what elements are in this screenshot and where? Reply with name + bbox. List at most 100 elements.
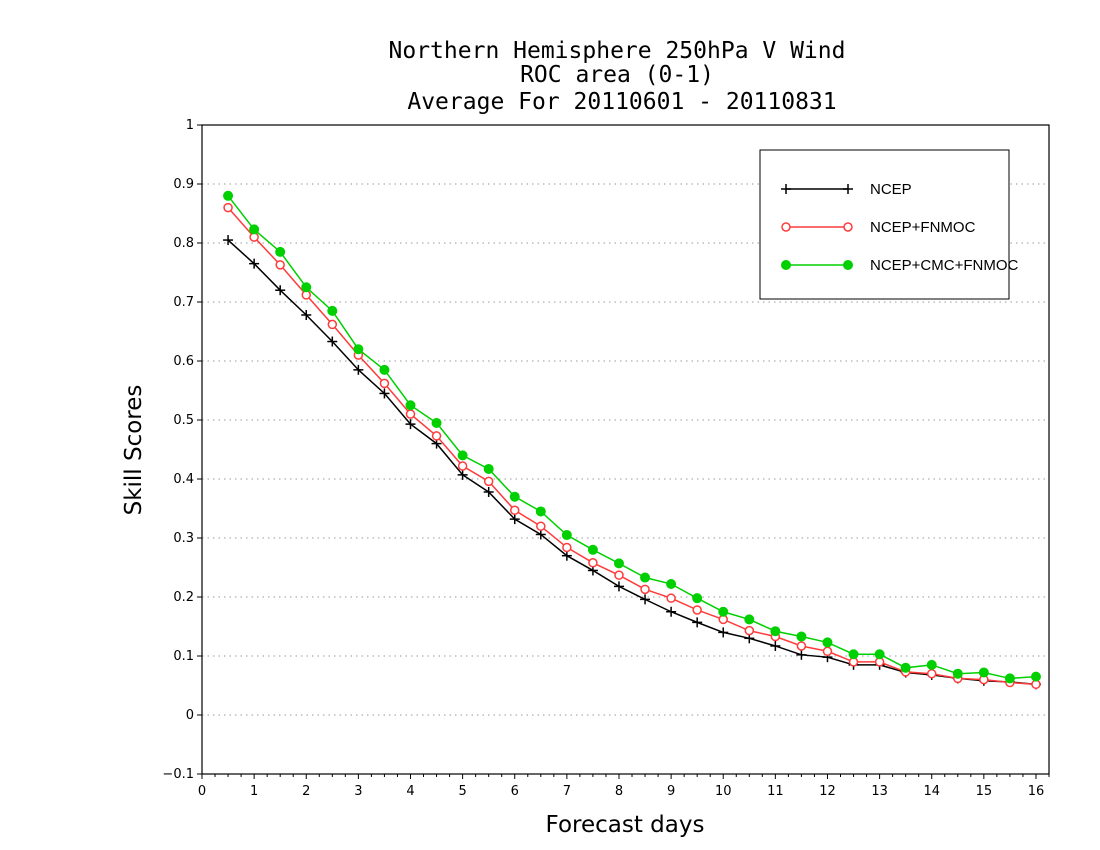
data-point-ncep bbox=[692, 617, 703, 628]
data-point-ncep-cmc-fnmoc bbox=[561, 530, 572, 541]
data-point-ncep-cmc-fnmoc bbox=[952, 668, 963, 679]
legend-item-ncep-cmc-fnmoc: NCEP+CMC+FNMOC bbox=[781, 257, 1019, 274]
data-point-ncep-cmc-fnmoc bbox=[431, 417, 442, 428]
x-tick-label: 15 bbox=[976, 784, 993, 799]
y-axis-label: Skill Scores bbox=[121, 385, 147, 516]
data-point-ncep-fnmoc bbox=[379, 378, 390, 389]
series-ncep-fnmoc bbox=[223, 202, 1041, 690]
data-point-ncep-fnmoc bbox=[431, 431, 442, 441]
data-point-ncep bbox=[457, 469, 468, 480]
data-point-ncep-cmc-fnmoc bbox=[640, 572, 651, 583]
data-point-ncep bbox=[561, 550, 572, 561]
data-point-ncep-fnmoc bbox=[640, 584, 650, 595]
data-point-ncep-fnmoc bbox=[483, 476, 494, 487]
data-point-ncep-fnmoc bbox=[926, 668, 937, 679]
legend-label: NCEP+CMC+FNMOC bbox=[870, 257, 1019, 274]
legend-marker-end bbox=[843, 184, 853, 194]
x-tick-label: 5 bbox=[458, 784, 466, 799]
data-point-ncep bbox=[640, 594, 651, 605]
data-point-ncep bbox=[379, 388, 390, 399]
y-tick-label: 0.6 bbox=[173, 354, 194, 369]
data-point-ncep-cmc-fnmoc bbox=[379, 364, 390, 375]
x-axis-label: Forecast days bbox=[546, 812, 705, 838]
data-point-ncep-cmc-fnmoc bbox=[692, 593, 703, 604]
legend-marker-start bbox=[781, 184, 791, 194]
legend-marker-end bbox=[843, 260, 853, 270]
chart-title-line-1: Northern Hemisphere 250hPa V Wind bbox=[389, 38, 846, 64]
data-point-ncep-cmc-fnmoc bbox=[1030, 671, 1041, 682]
x-tick-label: 4 bbox=[406, 784, 414, 799]
data-point-ncep-cmc-fnmoc bbox=[405, 400, 416, 411]
data-point-ncep-cmc-fnmoc bbox=[613, 558, 624, 569]
legend-item-ncep: NCEP bbox=[781, 181, 912, 198]
data-point-ncep bbox=[249, 258, 260, 269]
data-point-ncep-cmc-fnmoc bbox=[327, 305, 338, 316]
data-point-ncep bbox=[301, 309, 312, 320]
y-tick-label: 0.1 bbox=[173, 649, 194, 664]
data-point-ncep-cmc-fnmoc bbox=[483, 463, 494, 474]
data-point-ncep bbox=[770, 640, 781, 651]
data-point-ncep-fnmoc bbox=[275, 260, 285, 270]
data-point-ncep bbox=[796, 649, 807, 660]
data-point-ncep-cmc-fnmoc bbox=[457, 450, 468, 461]
data-point-ncep bbox=[327, 336, 338, 347]
x-tick-label: 1 bbox=[250, 784, 258, 799]
x-tick-label: 0 bbox=[198, 784, 206, 799]
data-point-ncep-cmc-fnmoc bbox=[587, 544, 598, 555]
data-point-ncep-fnmoc bbox=[509, 505, 520, 516]
data-point-ncep-cmc-fnmoc bbox=[275, 246, 286, 257]
x-tick-label: 7 bbox=[563, 784, 571, 799]
plot-frame bbox=[201, 124, 1050, 775]
data-point-ncep-cmc-fnmoc bbox=[249, 224, 260, 235]
legend-box bbox=[759, 149, 1010, 300]
legend-marker-start bbox=[781, 260, 791, 270]
data-point-ncep-cmc-fnmoc bbox=[301, 282, 312, 293]
legend-label: NCEP+FNMOC bbox=[870, 219, 976, 236]
data-point-ncep-cmc-fnmoc bbox=[874, 649, 885, 660]
y-tick-label: −0.1 bbox=[162, 767, 194, 782]
x-tick-label: 16 bbox=[1028, 784, 1045, 799]
y-tick-label: 0.3 bbox=[173, 531, 194, 546]
y-tick-label: 0 bbox=[186, 708, 194, 723]
data-point-ncep bbox=[275, 285, 286, 296]
data-point-ncep-fnmoc bbox=[327, 319, 338, 330]
legend-item-ncep-fnmoc: NCEP+FNMOC bbox=[781, 219, 976, 236]
y-tick-label: 0.8 bbox=[173, 236, 194, 251]
series-line-ncep bbox=[227, 239, 1037, 686]
y-tick-label: 1 bbox=[186, 118, 194, 133]
data-point-ncep bbox=[509, 514, 520, 525]
legend: NCEP NCEP+FNMOC NCEP+CMC+FNMOC bbox=[759, 149, 1019, 300]
y-tick-label: 0.2 bbox=[173, 590, 194, 605]
x-tick-label: 10 bbox=[715, 784, 732, 799]
y-tick-label: 0.9 bbox=[173, 177, 194, 192]
x-tick-label: 11 bbox=[767, 784, 784, 799]
data-point-ncep-cmc-fnmoc bbox=[744, 614, 755, 625]
data-point-ncep-cmc-fnmoc bbox=[926, 659, 937, 670]
x-tick-label: 8 bbox=[615, 784, 623, 799]
data-point-ncep-cmc-fnmoc bbox=[848, 649, 859, 660]
data-point-ncep-fnmoc bbox=[588, 558, 598, 568]
chart-title-line-2: ROC area (0-1) bbox=[520, 62, 714, 88]
data-point-ncep-cmc-fnmoc bbox=[796, 631, 807, 642]
data-point-ncep-cmc-fnmoc bbox=[900, 662, 911, 673]
data-point-ncep-cmc-fnmoc bbox=[770, 626, 781, 637]
data-point-ncep-fnmoc bbox=[614, 570, 624, 580]
data-point-ncep-cmc-fnmoc bbox=[535, 506, 546, 517]
data-point-ncep-fnmoc bbox=[822, 646, 833, 657]
y-tick-label: 0.5 bbox=[173, 413, 194, 428]
legend-marker-start bbox=[781, 222, 791, 232]
data-point-ncep-fnmoc bbox=[562, 542, 572, 553]
data-point-ncep-fnmoc bbox=[796, 641, 807, 651]
data-point-ncep-fnmoc bbox=[744, 625, 755, 636]
data-point-ncep-cmc-fnmoc bbox=[509, 491, 520, 502]
y-tick-label: 0.7 bbox=[173, 295, 194, 310]
data-point-ncep-fnmoc bbox=[223, 202, 233, 213]
data-point-ncep-fnmoc bbox=[457, 461, 468, 471]
data-point-ncep-cmc-fnmoc bbox=[1004, 673, 1015, 684]
x-tick-label: 2 bbox=[302, 784, 310, 799]
grid-lines bbox=[202, 183, 1049, 716]
x-tick-label: 13 bbox=[871, 784, 888, 799]
data-point-ncep-cmc-fnmoc bbox=[822, 637, 833, 648]
x-tick-label: 12 bbox=[819, 784, 836, 799]
